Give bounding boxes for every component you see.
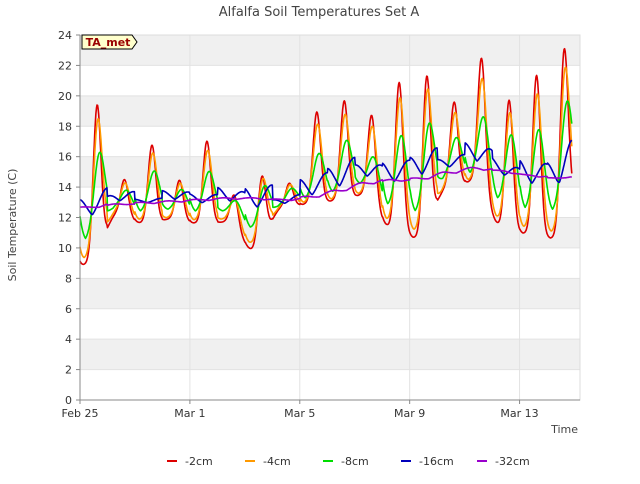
y-tick-label: 24 (58, 29, 72, 42)
background-band (80, 35, 580, 66)
y-tick-label: 6 (65, 303, 72, 316)
site-badge: TA_met (81, 34, 138, 50)
y-axis-label: Soil Temperature (C) (6, 169, 19, 282)
x-tick-label: Mar 5 (284, 407, 315, 420)
x-tick-label: Mar 1 (174, 407, 205, 420)
series-line-32cmcm (79, 166, 572, 209)
x-tick-label: Feb 25 (62, 407, 99, 420)
gridlines (79, 34, 580, 401)
background-band (80, 95, 580, 127)
y-tick-label: 14 (58, 181, 72, 194)
y-tick-label: 12 (58, 212, 72, 225)
legend-label: -2cm (185, 455, 213, 468)
series-line-4cmcm (79, 66, 573, 259)
legend-label: -32cm (495, 455, 530, 468)
legend-label: -4cm (263, 455, 291, 468)
y-tick-label: 8 (65, 272, 72, 285)
y-tick-label: 0 (65, 394, 72, 407)
y-tick-label: 22 (58, 59, 72, 72)
background-band (80, 278, 580, 309)
chart-title: Alfalfa Soil Temperatures Set A (219, 5, 420, 20)
site-badge-box (81, 34, 138, 50)
background-band (80, 339, 580, 370)
y-tick-label: 10 (58, 242, 72, 255)
series-line-16cmcm (79, 139, 573, 216)
series-line-2cmcm (79, 47, 573, 266)
x-tick-label: Mar 13 (500, 407, 538, 420)
y-tick-label: 2 (65, 364, 72, 377)
legend-label: -16cm (419, 455, 454, 468)
background-band (80, 156, 580, 188)
y-tick-label: 16 (58, 151, 72, 164)
legend: -2cm -4cm -8cm -16cm -32cm (167, 455, 530, 468)
y-tick-label: 18 (58, 120, 72, 133)
site-badge-label: TA_met (86, 36, 131, 49)
background-bands (80, 35, 580, 370)
y-tick-label: 4 (65, 333, 72, 346)
x-tick-labels: Feb 25 Mar 1 Mar 5 Mar 9 Mar 13 (62, 400, 539, 420)
y-tick-label: 20 (58, 90, 72, 103)
x-tick-label: Mar 9 (394, 407, 425, 420)
legend-label: -8cm (341, 455, 369, 468)
series-layer (79, 47, 573, 266)
background-band (80, 217, 580, 248)
x-axis-label: Time (550, 423, 578, 436)
